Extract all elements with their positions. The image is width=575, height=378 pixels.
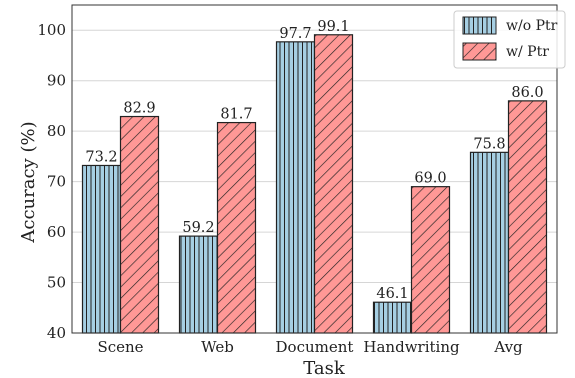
data-label: 99.1 — [317, 19, 349, 35]
data-label: 73.2 — [85, 149, 117, 165]
bar-wo-ptr — [372, 301, 413, 334]
bar-wo-ptr — [469, 151, 510, 334]
bar-w-ptr — [216, 121, 257, 334]
data-label: 82.9 — [123, 101, 155, 117]
data-label: 59.2 — [182, 220, 214, 236]
y-tick-label: 60 — [47, 223, 66, 241]
x-tick-label: Web — [201, 338, 234, 356]
legend-swatch-w-ptr — [462, 42, 497, 61]
x-axis-ticks: Scene Web Document Handwriting Avg — [97, 338, 523, 356]
x-axis-title: Task — [303, 358, 346, 378]
bar-w-ptr — [119, 115, 160, 334]
data-label: 81.7 — [220, 107, 252, 123]
y-tick-label: 80 — [47, 122, 66, 140]
plot-frame — [71, 4, 558, 334]
legend-label-w-ptr: w/ Ptr — [506, 44, 549, 60]
data-label: 69.0 — [414, 171, 446, 187]
bars — [81, 34, 548, 334]
y-tick-label: 40 — [47, 324, 66, 342]
data-label: 97.7 — [279, 26, 311, 42]
legend-swatch-wo-ptr — [462, 16, 497, 35]
legend-label-wo-ptr: w/o Ptr — [506, 18, 558, 34]
bar-wo-ptr — [81, 164, 122, 334]
data-labels: 73.2 82.9 59.2 81.7 97.7 99.1 46.1 69.0 75.8 86.0 — [85, 19, 543, 302]
bar-wo-ptr — [178, 235, 219, 334]
data-label: 75.8 — [473, 136, 505, 152]
y-tick-label: 90 — [47, 72, 66, 90]
data-label: 86.0 — [511, 85, 543, 101]
y-tick-label: 70 — [47, 173, 66, 191]
y-axis-title: Accuracy (%) — [18, 121, 39, 243]
bar-w-ptr — [507, 100, 548, 334]
bar-w-ptr — [410, 186, 451, 334]
x-tick-label: Handwriting — [363, 338, 460, 356]
y-axis-ticks: 40 50 60 70 80 90 100 — [37, 21, 66, 342]
x-tick-label: Scene — [97, 338, 143, 356]
bar-w-ptr — [313, 34, 354, 334]
x-tick-label: Document — [276, 338, 354, 356]
y-tick-label: 50 — [47, 274, 66, 292]
bar-wo-ptr — [275, 41, 316, 334]
data-label: 46.1 — [376, 286, 408, 302]
y-tick-label: 100 — [37, 21, 66, 39]
x-tick-label: Avg — [493, 338, 523, 356]
legend: w/o Ptr w/ Ptr — [453, 10, 566, 69]
